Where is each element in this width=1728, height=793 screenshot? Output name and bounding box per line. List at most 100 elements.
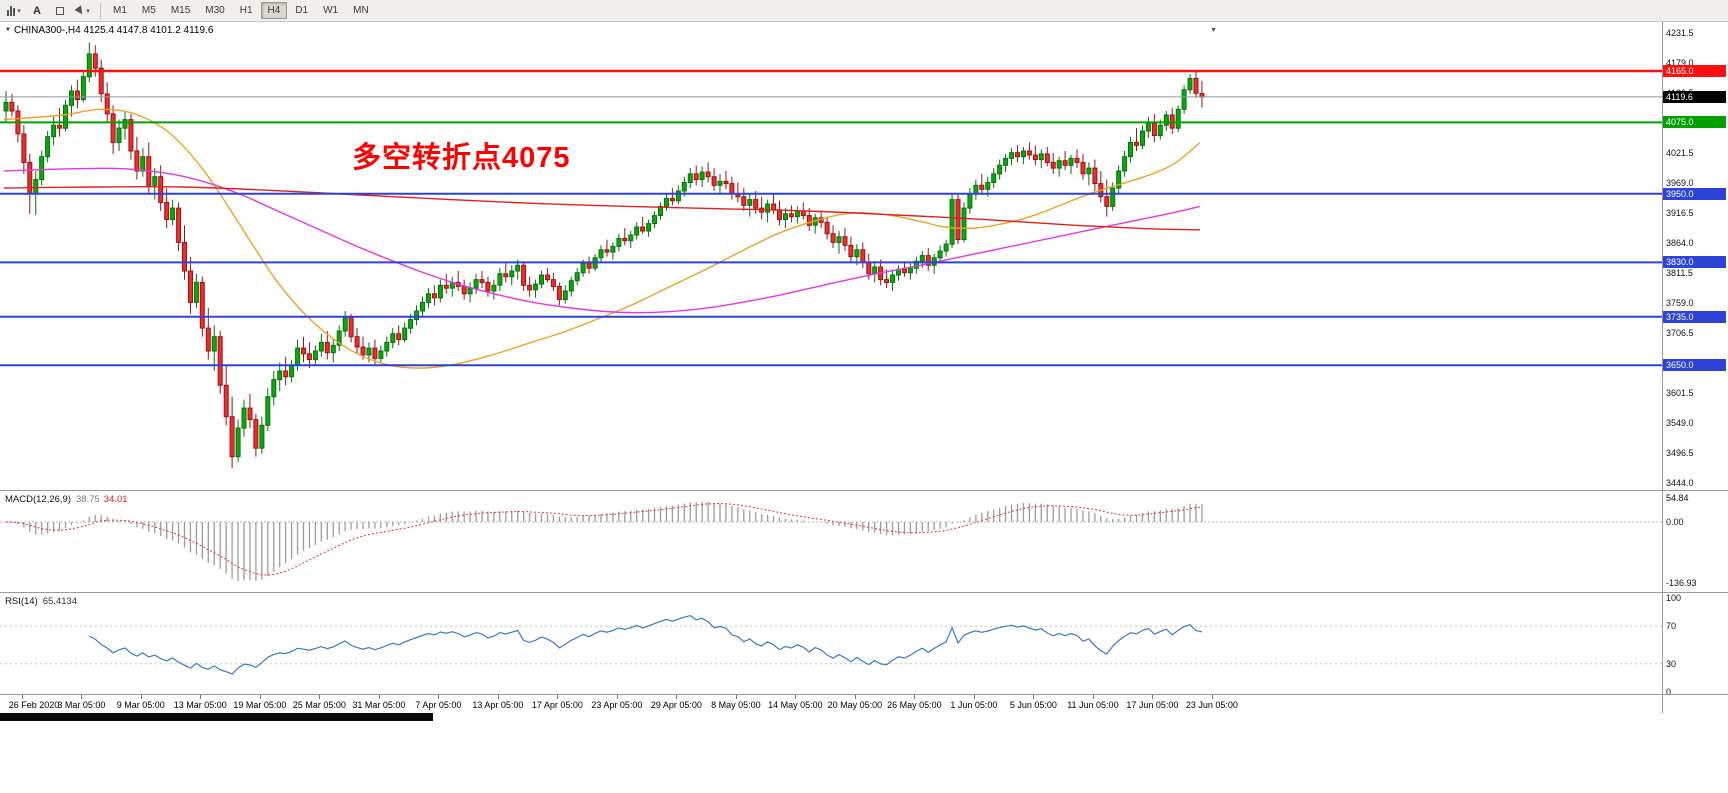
hline-price-tag: 3735.0 [1663,311,1726,323]
time-tick [1211,695,1213,699]
pointer-tool-button[interactable]: ▾ [72,2,94,20]
time-axis-label: 23 Apr 05:00 [591,700,643,710]
price-axis-label: 4231.5 [1666,28,1694,38]
price-scale[interactable]: 4231.54179.04126.54074.04021.53969.03916… [1663,22,1728,713]
price-axis-label: 3759.0 [1666,298,1694,308]
chevron-down-icon: ▾ [86,7,90,15]
time-tick [914,695,916,699]
tool-buttons: ▾ A ▾ [3,2,95,20]
rsi-value: 65.4134 [42,596,78,607]
time-axis-label: 9 Mar 05:00 [116,700,165,710]
rsi-name: RSI(14) [5,596,38,607]
chart-type-button[interactable]: ▾ [3,2,25,20]
time-tick [795,695,797,699]
chart-annotation-text[interactable]: 多空转折点4075 [352,142,571,174]
pointer-tool-icon [74,4,86,17]
timeframe-m1-button[interactable]: M1 [113,5,127,16]
time-axis-label: 20 May 05:00 [827,700,883,710]
rsi-indicator-label: RSI(14) 65.4134 [5,596,77,607]
chart-header: ▼ CHINA300-,H4 4125.4 4147.8 4101.2 4119.… [5,25,213,36]
time-axis-label: 25 Mar 05:00 [292,700,346,710]
time-tick [676,695,678,699]
time-tick [616,695,618,699]
price-axis-label: 3706.5 [1666,328,1694,338]
timeframe-m15-button[interactable]: M15 [170,5,191,16]
time-axis-label: 23 Jun 05:00 [1185,700,1238,710]
timeframe-m30-button[interactable]: M30 [205,5,225,16]
macd-axis-label: -136.93 [1666,578,1697,588]
price-axis-label: 3496.5 [1666,448,1694,458]
macd-axis-label: 54.84 [1666,493,1689,503]
box-tool-icon [56,6,64,15]
timeframe-buttons: M1 M5 M15 M30 H1 H4 D1 W1 MN [106,2,377,19]
time-tick [973,695,975,699]
candlestick-chart-canvas[interactable] [0,22,1662,490]
time-tick [378,695,380,699]
time-axis-label: 14 May 05:00 [768,700,823,710]
rsi-panel: RSI(14) 65.4134 [0,593,1662,694]
price-panel: ▼ CHINA300-,H4 4125.4 4147.8 4101.2 4119.… [0,22,1662,490]
price-axis-label: 3969.0 [1666,178,1694,188]
symbol-timeframe-label: CHINA300-,H4 [13,25,81,36]
time-axis-label: 3 Mar 05:00 [57,700,106,710]
time-axis-label: 19 Mar 05:00 [233,700,287,710]
timeframe-w1-button[interactable]: W1 [323,5,339,16]
hline-price-tag: 3950.0 [1663,188,1726,200]
rsi-chart-canvas[interactable] [0,593,1662,694]
macd-value-main: 38.75 [76,494,100,505]
time-axis-label: 26 May 05:00 [887,700,942,710]
ma-slow-line [3,185,1201,231]
text-tool-button[interactable]: A [26,2,48,20]
box-tool-button[interactable] [49,2,71,20]
chart-dropdown-icon[interactable]: ▼ [1210,27,1217,34]
ma-mid-line [3,167,1201,314]
macd-chart-canvas[interactable] [0,491,1662,592]
time-tick [1033,695,1035,699]
timeframe-mn-button[interactable]: MN [353,5,369,16]
macd-panel: MACD(12,26,9) 38.75 34.01 [0,491,1662,592]
rsi-axis-label: 70 [1666,621,1677,631]
ma-fast-line [3,108,1201,369]
macd-value-signal: 34.01 [103,494,128,505]
ohlc-label: 4125.4 4147.8 4101.2 4119.6 [83,25,214,36]
time-axis-label: 17 Jun 05:00 [1126,700,1179,710]
macd-axis-label: 0.00 [1666,517,1684,527]
time-axis-label: 5 Jun 05:00 [1009,700,1057,710]
hline-price-tag: 3830.0 [1663,256,1726,268]
time-axis-label: 8 May 05:00 [711,700,761,710]
time-axis-label: 11 Jun 05:00 [1067,700,1119,710]
time-tick [21,695,23,699]
collapse-arrow-icon[interactable]: ▼ [5,27,11,33]
time-axis[interactable]: 26 Feb 2020 3 Mar 05:00 9 Mar 05:00 13 Mar … [0,695,1662,713]
chart-type-icon [7,5,16,16]
timeframe-h1-button[interactable]: H1 [239,5,253,16]
hline-price-tag: 4075.0 [1663,116,1726,128]
macd-indicator-label: MACD(12,26,9) 38.75 34.01 [5,494,128,505]
rsi-axis-label: 30 [1666,659,1677,669]
timeframe-d1-button[interactable]: D1 [295,5,309,16]
time-tick [140,695,142,699]
footer-area [0,713,1728,793]
panel-separator [0,694,1728,695]
time-tick [319,695,321,699]
panel-separator[interactable] [0,592,1728,593]
time-axis-label: 1 Jun 05:00 [950,700,998,710]
chart-workspace: ▼ CHINA300-,H4 4125.4 4147.8 4101.2 4119.… [0,22,1728,713]
time-tick [1152,695,1154,699]
timeframe-h4-button[interactable]: H4 [260,2,288,19]
time-axis-label: 26 Feb 2020 [8,700,60,710]
timeframe-m5-button[interactable]: M5 [141,5,156,16]
time-tick [200,695,202,699]
price-scale-border [1662,22,1663,713]
price-axis-label: 3601.5 [1666,388,1694,398]
hline-price-tag: 3650.0 [1663,359,1726,371]
time-axis-label: 17 Apr 05:00 [531,700,583,710]
rsi-axis-label: 100 [1666,593,1682,603]
chevron-down-icon: ▾ [17,7,21,15]
time-tick [1092,695,1094,699]
panel-separator[interactable] [0,490,1728,491]
time-tick [81,695,83,699]
time-tick [259,695,261,699]
taskbar-fragment [0,713,433,721]
time-tick [557,695,559,699]
